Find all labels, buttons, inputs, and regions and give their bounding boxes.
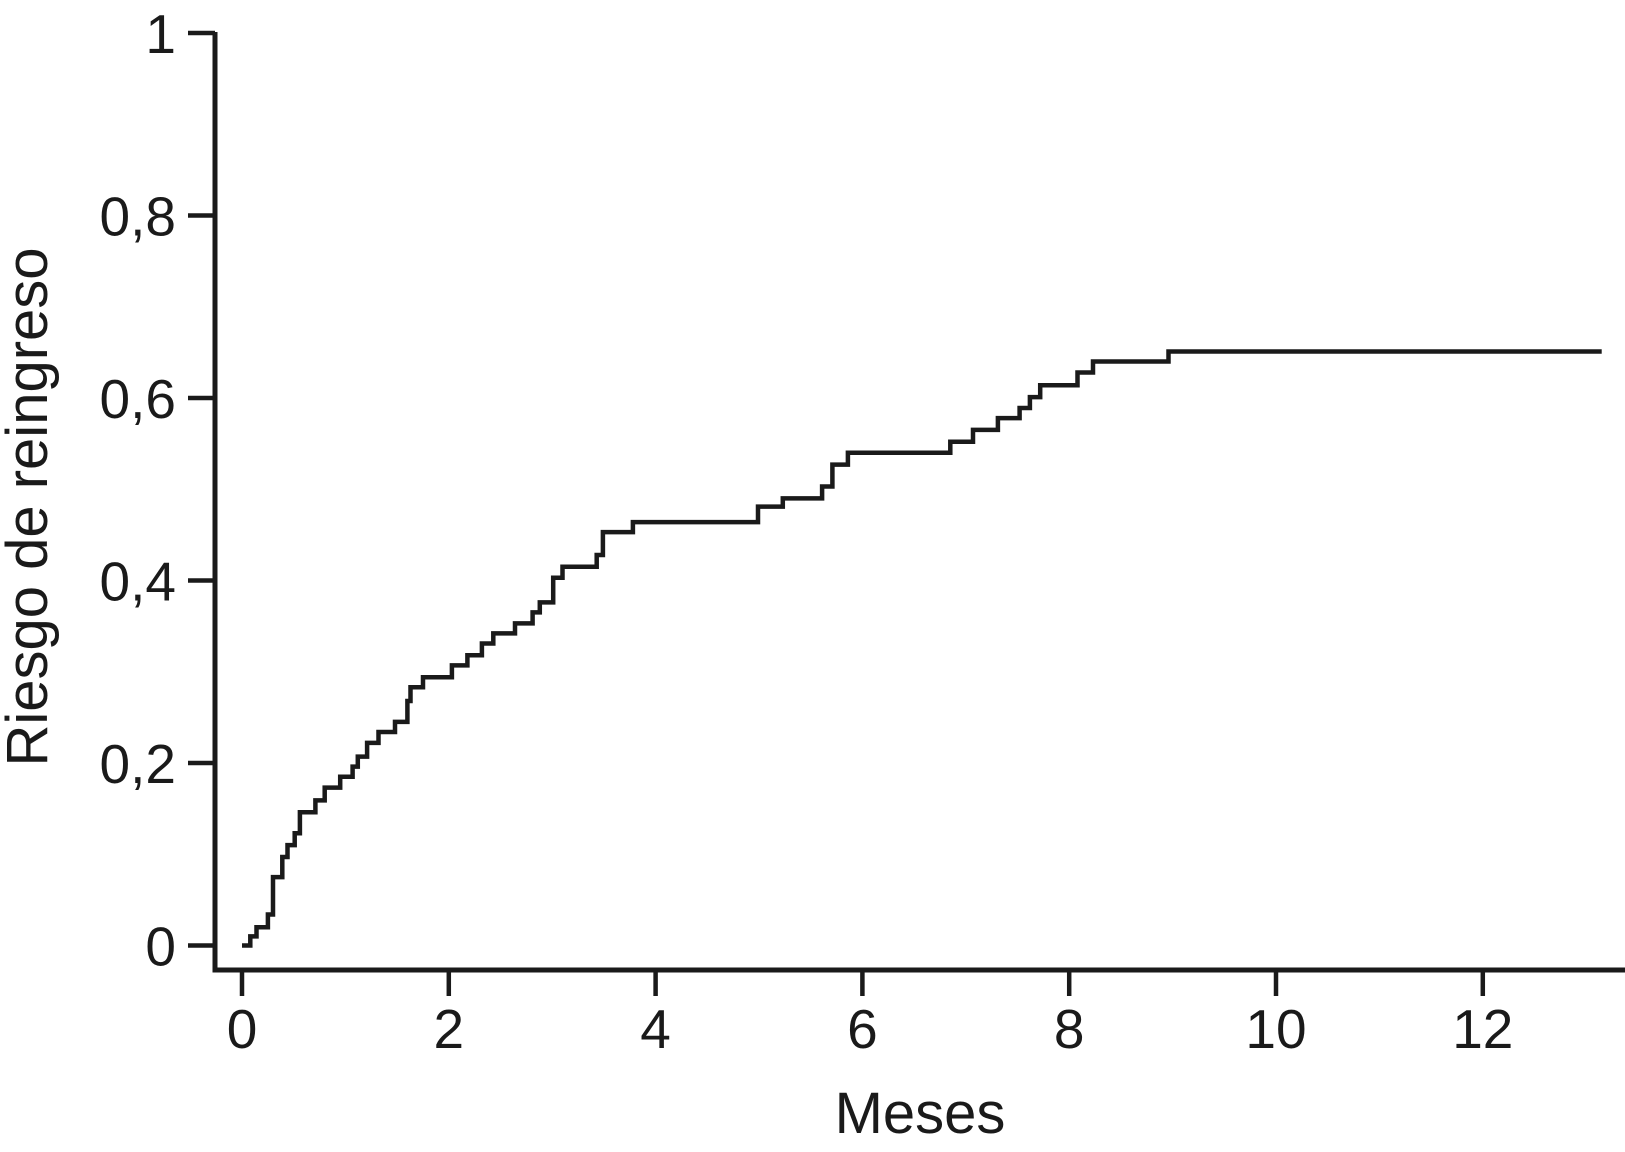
x-tick-label: 6 xyxy=(847,998,878,1060)
x-tick-label: 2 xyxy=(434,998,465,1060)
y-tick-label: 0,4 xyxy=(100,551,176,613)
y-axis-title: Riesgo de reingreso xyxy=(0,247,60,767)
x-tick-label: 10 xyxy=(1245,998,1306,1060)
x-tick-label: 12 xyxy=(1452,998,1513,1060)
y-tick-label: 0,6 xyxy=(100,368,176,430)
y-tick-label: 0 xyxy=(145,916,176,978)
x-tick-label: 0 xyxy=(227,998,258,1060)
x-tick-label: 8 xyxy=(1054,998,1085,1060)
x-axis-title: Meses xyxy=(834,1081,1006,1146)
y-tick-label: 1 xyxy=(145,3,176,65)
risk-step-curve xyxy=(242,349,1602,948)
y-tick-label: 0,8 xyxy=(100,186,176,248)
y-tick-label: 0,2 xyxy=(100,733,176,795)
x-tick-label: 4 xyxy=(640,998,671,1060)
